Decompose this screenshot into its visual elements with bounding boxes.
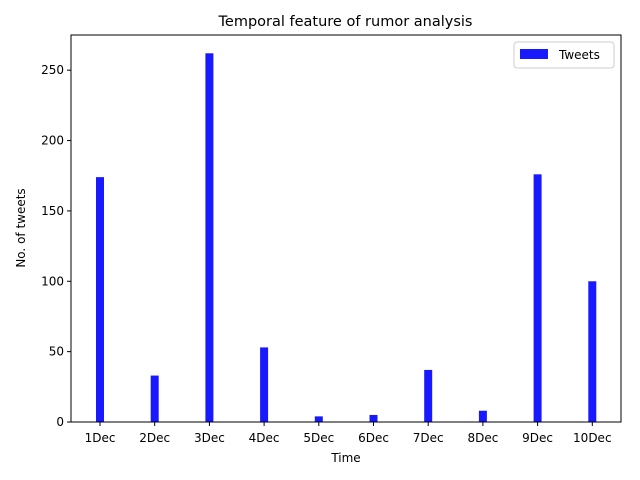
- x-tick-label: 3Dec: [194, 431, 225, 445]
- bar-2Dec: [150, 375, 159, 422]
- x-tick-label: 2Dec: [139, 431, 170, 445]
- legend-box: [513, 41, 615, 69]
- y-tick-label: 250: [41, 63, 64, 77]
- bar-5Dec: [314, 416, 323, 422]
- bars-group: [96, 53, 597, 422]
- bar-4Dec: [260, 347, 269, 422]
- legend-swatch: [520, 49, 548, 59]
- x-tick-label: 6Dec: [358, 431, 389, 445]
- y-tick-label: 200: [41, 134, 64, 148]
- bar-1Dec: [96, 177, 104, 422]
- plot-frame: [70, 34, 622, 423]
- x-axis-label: Time: [330, 451, 360, 465]
- chart-title: Temporal feature of rumor analysis: [218, 14, 473, 30]
- y-tick-label: 150: [41, 204, 64, 218]
- x-tick-label: 1Dec: [85, 431, 116, 445]
- x-tick-label: 7Dec: [413, 431, 444, 445]
- y-tick-label: 0: [56, 415, 64, 429]
- bar-3Dec: [205, 53, 214, 422]
- y-axis-label: No. of tweets: [14, 188, 28, 267]
- legend: Tweets: [513, 41, 615, 69]
- x-tick-label: 4Dec: [249, 431, 280, 445]
- bar-10Dec: [588, 281, 597, 422]
- x-tick-label: 5Dec: [303, 431, 334, 445]
- bar-7Dec: [424, 369, 433, 422]
- y-tick-label: 50: [49, 345, 64, 359]
- x-tick-label: 10Dec: [573, 431, 612, 445]
- x-tick-label: 8Dec: [467, 431, 498, 445]
- y-tick-label: 100: [41, 274, 64, 288]
- bar-9Dec: [533, 174, 542, 422]
- bar-8Dec: [478, 410, 487, 422]
- legend-label: Tweets: [558, 48, 600, 62]
- x-axis: 1Dec 2Dec 3Dec 4Dec 5Dec 6Dec 7Dec 8Dec 9Dec 10De…: [85, 422, 612, 445]
- x-tick-label: 9Dec: [522, 431, 553, 445]
- y-axis: 0 50 100 150 200 250: [41, 63, 71, 429]
- bar-6Dec: [369, 414, 378, 422]
